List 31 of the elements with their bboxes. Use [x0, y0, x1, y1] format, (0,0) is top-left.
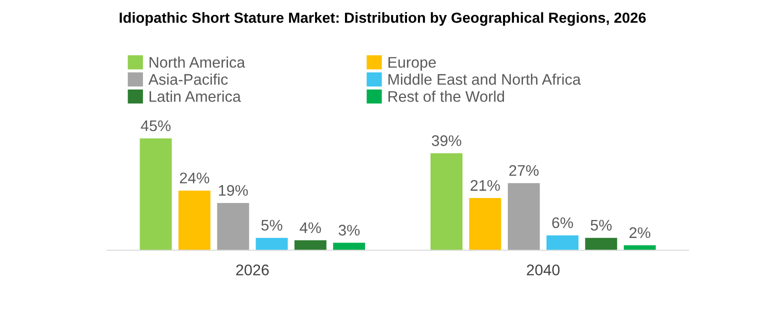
legend-label: Middle East and North Africa: [388, 74, 581, 85]
bar: [585, 238, 618, 250]
chart-title: Idiopathic Short Stature Market: Distribution by Geographical Regions, 2026: [120, 12, 646, 26]
bar: [217, 203, 250, 250]
bar: [294, 240, 326, 250]
legend-label: North America: [150, 56, 246, 68]
data-label: 24%: [180, 172, 210, 184]
data-label: 6%: [552, 217, 573, 228]
legend-label: Rest of the World: [388, 90, 504, 102]
bar: [140, 138, 172, 250]
bar: [178, 190, 210, 250]
data-label: 19%: [218, 185, 248, 196]
bar: [546, 235, 578, 250]
data-label: 21%: [470, 180, 500, 191]
x-tick-label: 2040: [526, 264, 560, 276]
data-label: 2%: [630, 227, 650, 238]
legend-label: Asia-Pacific: [148, 74, 228, 85]
data-label: 39%: [432, 135, 462, 146]
legend-label: Europe: [388, 57, 436, 71]
legend-label: Latin America: [150, 90, 241, 102]
bar: [508, 183, 540, 250]
x-tick-label: 2026: [236, 264, 269, 276]
data-label: 3%: [338, 224, 360, 236]
bar: [469, 198, 502, 250]
data-label: 5%: [590, 220, 612, 231]
bar: [256, 238, 288, 250]
data-label: 45%: [140, 120, 171, 132]
data-label: 27%: [509, 165, 539, 176]
data-label: 4%: [300, 222, 321, 234]
data-label: 5%: [261, 220, 282, 231]
bar: [430, 153, 462, 250]
